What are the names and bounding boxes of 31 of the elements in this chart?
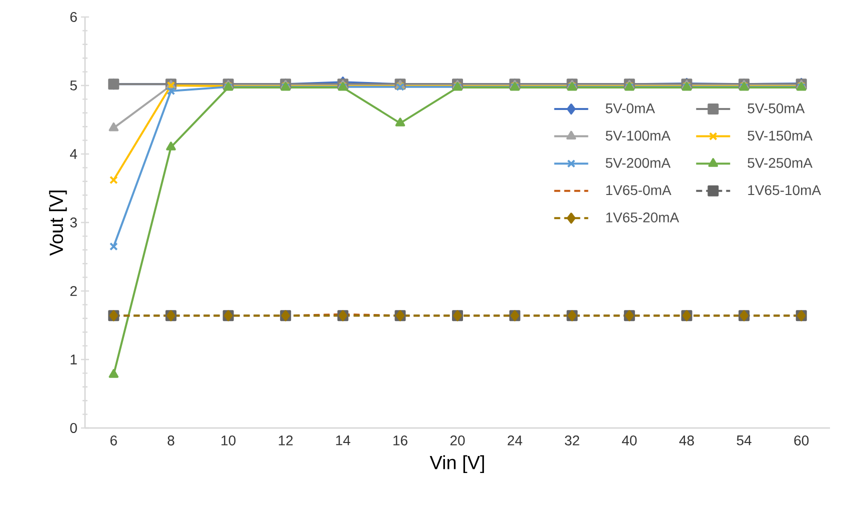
x-tick-label: 60 — [794, 436, 809, 446]
x-tick-label: 6 — [110, 436, 117, 446]
x-tick-label: 40 — [622, 436, 637, 446]
legend-label: 5V-250mA — [748, 158, 812, 168]
x-tick-label: 14 — [336, 436, 350, 446]
legend-label: 5V-100mA — [606, 130, 671, 141]
legend-label: 1V65-0mA — [606, 185, 672, 196]
x-tick-label: 24 — [508, 436, 522, 446]
x-tick-label: 54 — [736, 436, 752, 446]
y-tick-label: 1 — [70, 354, 77, 364]
legend-label: 5V-0mA — [606, 103, 655, 114]
y-tick-label: 5 — [70, 80, 77, 90]
x-tick-label: 12 — [278, 436, 293, 446]
legend-label: 1V65-20mA — [606, 212, 680, 222]
x-tick-label: 48 — [679, 436, 694, 446]
y-tick-label: 3 — [70, 218, 77, 228]
x-tick-label: 8 — [168, 436, 174, 446]
x-tick-label: 20 — [450, 436, 465, 446]
legend-label: 5V-50mA — [748, 103, 805, 114]
x-axis-title: Vin [V] — [430, 455, 484, 474]
y-axis-title: Vout [V] — [49, 190, 67, 256]
y-tick-label: 4 — [70, 149, 78, 159]
y-tick-label: 0 — [70, 423, 77, 433]
x-tick-label: 32 — [564, 436, 580, 446]
y-tick-label: 6 — [70, 12, 77, 22]
x-tick-label: 16 — [393, 436, 408, 446]
legend-label: 5V-150mA — [748, 130, 812, 141]
y-tick-label: 2 — [70, 286, 77, 296]
x-tick-label: 10 — [222, 436, 236, 446]
legend-label: 5V-200mA — [606, 158, 671, 168]
legend-label: 1V65-10mA — [748, 185, 822, 196]
